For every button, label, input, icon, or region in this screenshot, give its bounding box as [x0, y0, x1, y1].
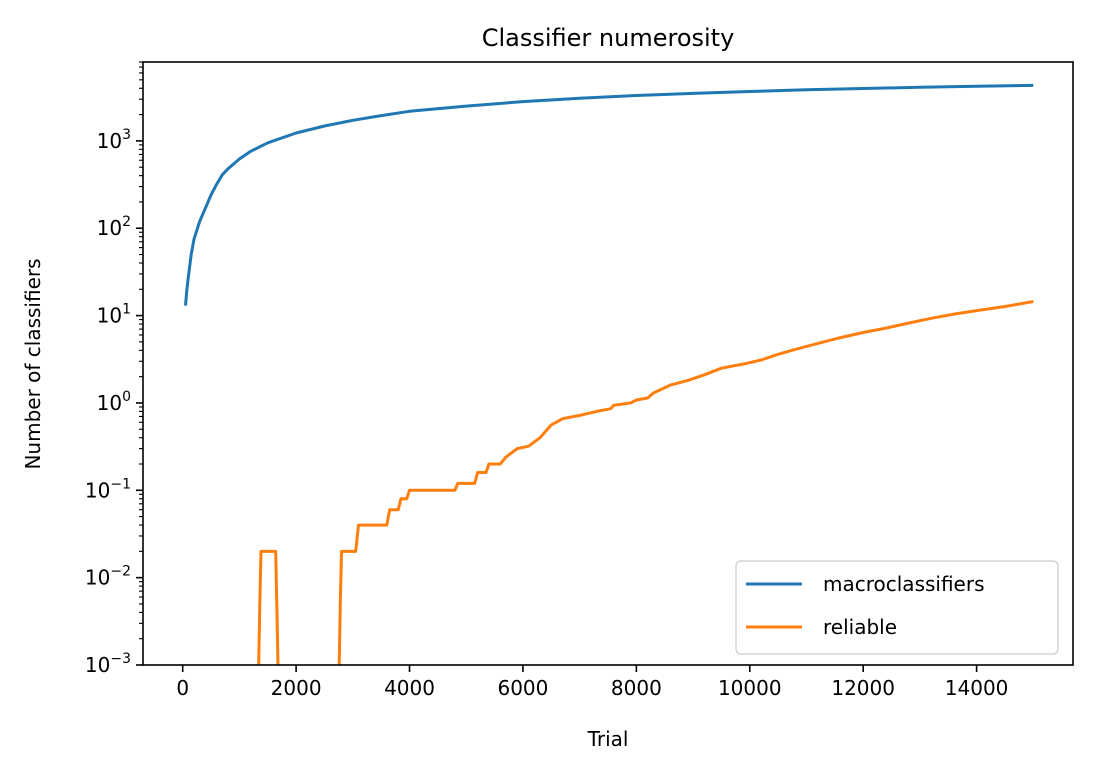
x-tick-label: 12000 — [831, 676, 895, 700]
x-tick-label: 4000 — [384, 676, 435, 700]
y-tick-base: 10 — [97, 216, 122, 240]
x-tick-label: 6000 — [497, 676, 548, 700]
y-tick-label: 10−1 — [85, 476, 131, 502]
plot-frame — [142, 61, 1074, 666]
y-tick-label: 102 — [97, 214, 131, 240]
y-tick-base: 10 — [97, 391, 122, 415]
x-tick-label: 8000 — [611, 676, 662, 700]
x-tick-label: 10000 — [718, 676, 782, 700]
legend-box — [735, 560, 1059, 655]
y-tick-label: 10−2 — [85, 564, 131, 590]
y-axis-label: Number of classifiers — [21, 258, 45, 469]
y-tick-exponent: −2 — [110, 564, 131, 580]
chart-title: Classifier numerosity — [482, 24, 735, 52]
y-tick-base: 10 — [85, 653, 110, 677]
x-tick-label: 14000 — [945, 676, 1009, 700]
x-tick-label: 0 — [176, 676, 189, 700]
series-layer — [184, 83, 1034, 665]
y-tick-exponent: 0 — [122, 389, 131, 405]
y-tick-exponent: 2 — [122, 214, 131, 230]
y-tick-base: 10 — [97, 129, 122, 153]
y-tick-exponent: 1 — [122, 302, 131, 318]
y-tick-base: 10 — [85, 566, 110, 590]
legend: macroclassifiers reliable — [735, 560, 1059, 655]
series-line-reliable — [257, 549, 280, 665]
y-tick-base: 10 — [97, 304, 122, 328]
series-line-macroclassifiers — [184, 83, 1034, 306]
legend-label-reliable: reliable — [823, 615, 897, 639]
y-tick-label: 101 — [97, 302, 131, 328]
y-tick-exponent: −3 — [110, 651, 131, 667]
series-line-reliable — [337, 300, 1034, 665]
y-tick-exponent: −1 — [110, 476, 131, 492]
x-axis: 0 2000 4000 6000 8000 10000 12000 14000 — [176, 665, 1008, 700]
x-axis-label: Trial — [587, 727, 629, 751]
y-tick-label: 100 — [97, 389, 131, 415]
y-tick-label: 10−3 — [85, 651, 131, 677]
y-tick-base: 10 — [85, 478, 110, 502]
y-tick-exponent: 3 — [122, 127, 131, 143]
x-tick-label: 2000 — [271, 676, 322, 700]
y-tick-label: 103 — [97, 127, 131, 153]
legend-label-macroclassifiers: macroclassifiers — [823, 572, 985, 596]
